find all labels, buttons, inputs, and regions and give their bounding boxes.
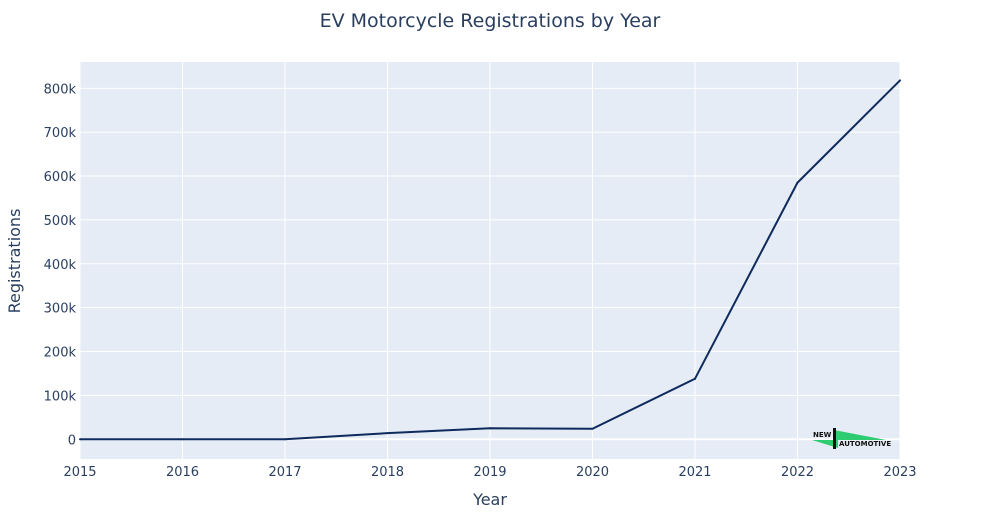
y-tick-label: 600k xyxy=(44,170,77,185)
y-tick-label: 100k xyxy=(44,389,77,404)
data-point xyxy=(489,427,491,430)
y-tick-label: 0 xyxy=(68,433,76,448)
series-layer xyxy=(79,79,901,441)
data-point xyxy=(694,377,696,380)
y-tick-label: 400k xyxy=(44,258,77,273)
x-tick-label: 2015 xyxy=(63,465,96,480)
x-tick-label: 2022 xyxy=(781,465,814,480)
x-tick-label: 2020 xyxy=(576,465,609,480)
chart-title: EV Motorcycle Registrations by Year xyxy=(320,10,661,32)
logo-green-wedge-lower xyxy=(812,440,838,448)
data-point xyxy=(79,438,81,441)
x-tick-label: 2019 xyxy=(473,465,506,480)
y-tick-label: 800k xyxy=(44,82,77,97)
y-tick-label: 500k xyxy=(44,214,77,229)
data-point xyxy=(181,438,184,441)
x-tick-label: 2016 xyxy=(166,465,199,480)
y-tick-labels: 0 100k 200k 300k 400k 500k 600k 700k 800k xyxy=(44,82,77,448)
data-point xyxy=(284,438,286,441)
data-point xyxy=(591,427,594,430)
x-gridlines xyxy=(79,62,901,459)
data-point xyxy=(386,432,389,435)
x-tick-label: 2018 xyxy=(371,465,404,480)
logo-divider xyxy=(833,428,836,449)
y-tick-label: 300k xyxy=(44,302,77,317)
x-axis-title: Year xyxy=(472,490,507,509)
x-tick-label: 2017 xyxy=(268,465,301,480)
logo-text-automotive: AUTOMOTIVE xyxy=(839,440,891,448)
data-point xyxy=(899,79,901,82)
y-tick-label: 200k xyxy=(44,346,77,361)
y-tick-label: 700k xyxy=(44,126,77,141)
x-tick-labels: 2015 2016 2017 2018 2019 2020 2021 2022 2023 xyxy=(63,465,916,480)
data-point xyxy=(796,181,799,184)
x-tick-label: 2023 xyxy=(883,465,916,480)
y-axis-title: Registrations xyxy=(5,209,24,314)
new-automotive-logo: NEW AUTOMOTIVE xyxy=(812,428,891,449)
logo-green-wedge-upper xyxy=(834,430,886,440)
y-gridlines xyxy=(80,87,900,441)
logo-text-new: NEW xyxy=(813,431,832,439)
x-tick-label: 2021 xyxy=(678,465,711,480)
